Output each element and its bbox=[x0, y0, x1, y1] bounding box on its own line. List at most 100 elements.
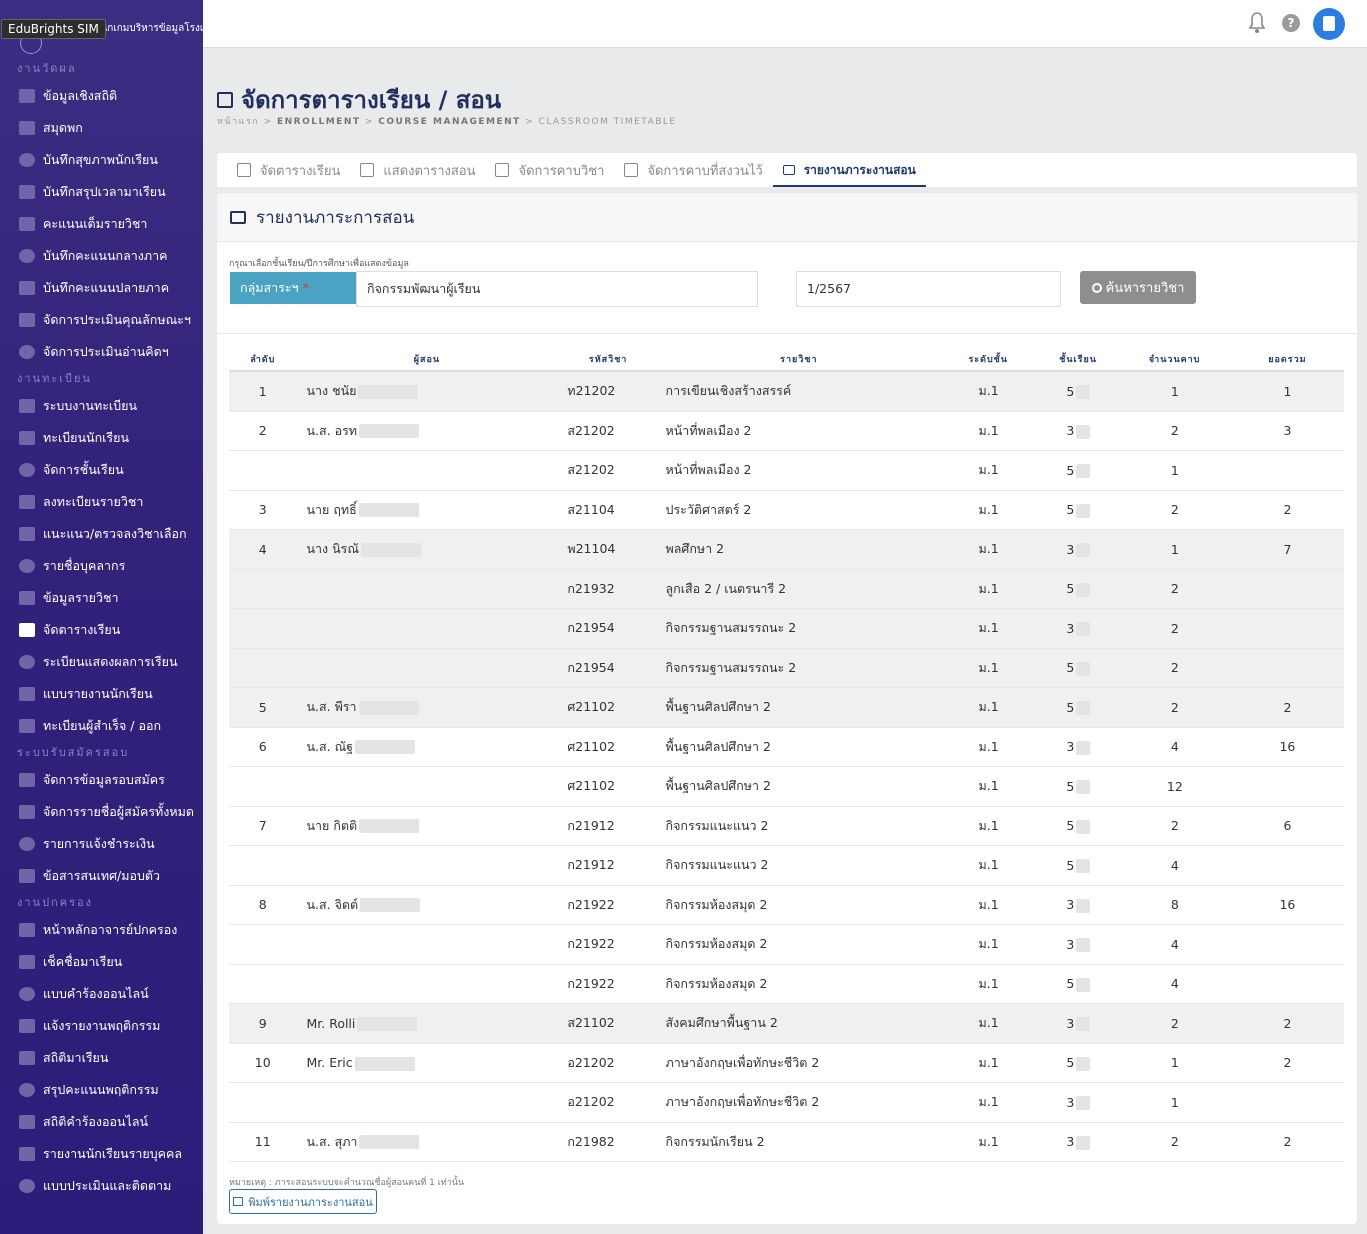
print-icon bbox=[782, 165, 795, 175]
cell-total: 2 bbox=[1231, 502, 1344, 517]
sidebar-item[interactable]: บันทึกสุขภาพนักเรียน bbox=[0, 144, 203, 176]
sidebar-item[interactable]: ระเบียนแสดงผลการเรียน bbox=[0, 646, 203, 678]
sidebar-item[interactable]: จัดตารางเรียน bbox=[0, 614, 203, 646]
cell-teacher: น.ส. จิตต์ bbox=[296, 895, 557, 915]
breadcrumb-course-management[interactable]: COURSE MANAGEMENT bbox=[378, 117, 521, 127]
sidebar-item[interactable]: แนะแนว/ตรวจลงวิชาเลือก bbox=[0, 518, 203, 550]
search-subject-button[interactable]: ค้นหารายวิชา bbox=[1080, 271, 1196, 304]
sidebar-item[interactable]: สรุปคะแนนพฤติกรรม bbox=[0, 1074, 203, 1106]
sidebar-item[interactable]: คะแนนเต็มรายวิชา bbox=[0, 208, 203, 240]
subject-group-label: กลุ่มสาระฯ * bbox=[230, 272, 356, 304]
cell-periods: 12 bbox=[1119, 779, 1231, 794]
menu-icon bbox=[19, 805, 35, 819]
table-row: ส21202 หน้าที่พลเมือง 2 ม.1 5 1 bbox=[229, 451, 1344, 491]
cell-level: ม.1 bbox=[939, 697, 1038, 717]
brand[interactable]: แนกเกมบริหารข้อมูลโรงเรียน EduBrights SI… bbox=[0, 0, 203, 58]
cell-periods: 2 bbox=[1119, 581, 1231, 596]
sidebar-item[interactable]: ลงทะเบียนรายวิชา bbox=[0, 486, 203, 518]
tab-teaching-schedule[interactable]: แสดงตารางสอน bbox=[350, 153, 485, 187]
sidebar-item-label: ทะเบียนนักเรียน bbox=[43, 430, 129, 445]
sidebar-item[interactable]: บันทึกคะแนนปลายภาค bbox=[0, 272, 203, 304]
cell-no: 10 bbox=[229, 1055, 296, 1070]
sidebar-item[interactable]: จัดการชั้นเรียน bbox=[0, 454, 203, 486]
sidebar-item[interactable]: ระบบงานทะเบียน bbox=[0, 390, 203, 422]
sidebar-item[interactable]: รายงานนักเรียนรายบุคคล bbox=[0, 1138, 203, 1170]
sidebar-item[interactable]: สถิติมาเรียน bbox=[0, 1042, 203, 1074]
tab-workload-report[interactable]: รายงานภาระงานสอน bbox=[772, 153, 926, 187]
cell-code: ส21104 bbox=[557, 500, 659, 520]
cell-total: 16 bbox=[1231, 739, 1344, 754]
redacted-mask bbox=[1076, 424, 1091, 439]
sidebar-item[interactable]: ทะเบียนนักเรียน bbox=[0, 422, 203, 454]
tab-timetable[interactable]: จัดตารางเรียน bbox=[227, 153, 350, 187]
cell-periods-text: 2 bbox=[1170, 620, 1179, 636]
cell-code-text: ก21932 bbox=[567, 580, 615, 596]
cell-code-text: ส21202 bbox=[567, 462, 615, 478]
sidebar-item-label: ระบบงานทะเบียน bbox=[43, 398, 137, 413]
print-report-button[interactable]: พิมพ์รายงานภาระงานสอน bbox=[229, 1189, 377, 1214]
cell-code: ศ21102 bbox=[557, 697, 659, 717]
menu-icon bbox=[19, 1051, 35, 1065]
cell-periods-text: 1 bbox=[1170, 462, 1179, 478]
sidebar-item[interactable]: จัดการรายชื่อผู้สมัครทั้งหมด bbox=[0, 796, 203, 828]
cell-subject-text: ภาษาอังกฤษเพื่อทักษะชีวิต 2 bbox=[665, 1094, 820, 1110]
user-avatar-icon[interactable] bbox=[1313, 8, 1345, 40]
redacted-mask bbox=[355, 740, 416, 755]
sidebar-item[interactable]: สถิติคำร้องออนไลน์ bbox=[0, 1106, 203, 1138]
cell-subject: ภาษาอังกฤษเพื่อทักษะชีวิต 2 bbox=[660, 1092, 940, 1112]
cell-code-text: ก21954 bbox=[567, 659, 615, 675]
cell-room-text: 3 bbox=[1066, 541, 1075, 557]
cell-teacher-text: Mr. Rolli bbox=[306, 1015, 356, 1031]
cell-teacher: นาย ฤทธิ์ bbox=[296, 500, 557, 520]
sidebar-item[interactable]: จัดการข้อมูลรอบสมัคร bbox=[0, 764, 203, 796]
subject-group-select[interactable]: กิจกรรมพัฒนาผู้เรียน bbox=[356, 271, 758, 307]
redacted-mask bbox=[1076, 819, 1091, 834]
cell-no-text: 3 bbox=[258, 502, 267, 518]
sidebar-item-label: ระเบียนแสดงผลการเรียน bbox=[43, 654, 178, 669]
top-bar: ? bbox=[203, 0, 1367, 48]
sidebar-item[interactable]: แบบรายงานนักเรียน bbox=[0, 678, 203, 710]
cell-total-text: 1 bbox=[1283, 383, 1292, 399]
menu-icon bbox=[19, 869, 35, 883]
sidebar-item[interactable]: แบบประเมินและติดตาม bbox=[0, 1170, 203, 1202]
cell-teacher: Mr. Eric bbox=[296, 1055, 557, 1071]
table-header: ลำดับ ผู้สอน รหัสวิชา รายวิชา ระดับชั้น … bbox=[229, 351, 1344, 372]
term-select[interactable]: 1/2567 bbox=[796, 271, 1061, 307]
menu-icon bbox=[19, 527, 35, 541]
sidebar-item[interactable]: จัดการประเมินคุณลักษณะฯ bbox=[0, 304, 203, 336]
tab-periods[interactable]: จัดการคาบวิชา bbox=[485, 153, 614, 187]
cell-total: 6 bbox=[1231, 818, 1344, 833]
sidebar-item[interactable]: เช็คชื่อมาเรียน bbox=[0, 946, 203, 978]
sidebar-item-label: จัดการประเมินคุณลักษณะฯ bbox=[43, 312, 191, 327]
breadcrumb-home[interactable]: หน้าแรก bbox=[217, 117, 260, 127]
sidebar-item[interactable]: จัดการประเมินอ่านคิดฯ bbox=[0, 336, 203, 368]
sidebar-item[interactable]: บันทึกสรุปเวลามาเรียน bbox=[0, 176, 203, 208]
cell-subject: ประวัติศาสตร์ 2 bbox=[660, 500, 940, 520]
sidebar-item[interactable]: หน้าหลักอาจารย์ปกครอง bbox=[0, 914, 203, 946]
sidebar-item[interactable]: รายชื่อบุคลากร bbox=[0, 550, 203, 582]
nav-section-title: งานวัดผล bbox=[17, 62, 77, 75]
sidebar-item[interactable]: บันทึกคะแนนกลางภาค bbox=[0, 240, 203, 272]
sidebar-item[interactable]: แจ้งรายงานพฤติกรรม bbox=[0, 1010, 203, 1042]
sidebar-item[interactable]: ข้อมูลรายวิชา bbox=[0, 582, 203, 614]
cell-code: ก21954 bbox=[557, 658, 659, 678]
sidebar-item[interactable]: ข้อสารสนเทศ/มอบตัว bbox=[0, 860, 203, 892]
cell-level-text: ม.1 bbox=[978, 541, 999, 557]
sidebar-item-label: แนะแนว/ตรวจลงวิชาเลือก bbox=[43, 526, 187, 541]
cell-code: ก21922 bbox=[557, 974, 659, 994]
sidebar-item[interactable]: แบบคำร้องออนไลน์ bbox=[0, 978, 203, 1010]
tab-reserved-periods[interactable]: จัดการคาบที่สงวนไว้ bbox=[614, 153, 772, 187]
breadcrumb-enrollment[interactable]: ENROLLMENT bbox=[277, 117, 361, 127]
sidebar-item[interactable]: ข้อมูลเชิงสถิติ bbox=[0, 80, 203, 112]
sidebar-item[interactable]: รายการแจ้งชำระเงิน bbox=[0, 828, 203, 860]
cell-teacher-text: น.ส. ณัฐ bbox=[306, 738, 354, 754]
help-icon[interactable]: ? bbox=[1282, 14, 1300, 32]
cell-teacher-text: น.ส. จิตต์ bbox=[306, 896, 359, 912]
cell-level: ม.1 bbox=[939, 895, 1038, 915]
bell-icon[interactable] bbox=[1248, 12, 1266, 34]
cell-periods: 1 bbox=[1119, 384, 1231, 399]
cell-room-text: 5 bbox=[1066, 462, 1075, 478]
sidebar-item[interactable]: สมุดพก bbox=[0, 112, 203, 144]
cell-level-text: ม.1 bbox=[978, 659, 999, 675]
sidebar-item[interactable]: ทะเบียนผู้สำเร็จ / ออก bbox=[0, 710, 203, 742]
